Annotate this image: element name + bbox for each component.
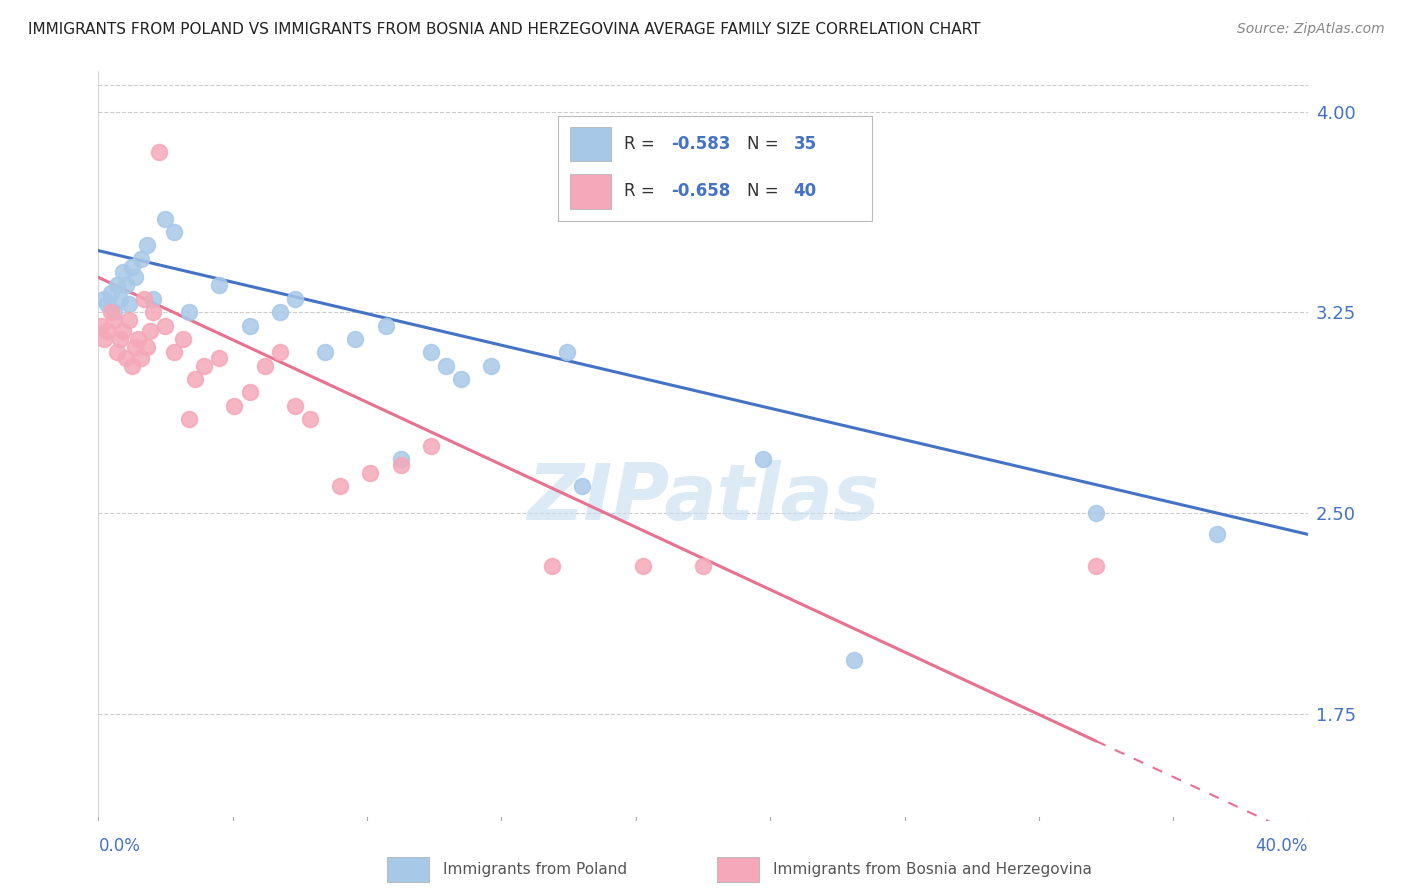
Point [153, 318, 176, 333]
FancyBboxPatch shape [717, 857, 759, 882]
Point [253, 359, 276, 373]
Point [752, 452, 775, 467]
Point [269, 305, 291, 319]
Point [389, 458, 412, 472]
Point [1206, 527, 1229, 541]
Point [450, 372, 472, 386]
Point [420, 345, 443, 359]
Point [540, 559, 562, 574]
Point [172, 332, 194, 346]
Point [555, 345, 578, 359]
Point [108, 292, 131, 306]
Point [239, 385, 262, 400]
Text: Immigrants from Poland: Immigrants from Poland [443, 863, 627, 877]
Point [121, 359, 143, 373]
Text: Immigrants from Bosnia and Herzegovina: Immigrants from Bosnia and Herzegovina [773, 863, 1092, 877]
Point [135, 340, 157, 354]
Point [103, 305, 125, 319]
Point [114, 351, 136, 365]
Point [153, 211, 176, 226]
Point [135, 238, 157, 252]
Point [93, 292, 115, 306]
Point [132, 292, 155, 306]
Point [434, 359, 457, 373]
Point [114, 278, 136, 293]
Point [121, 260, 143, 274]
Text: ZIPatlas: ZIPatlas [527, 460, 879, 536]
Point [571, 479, 593, 493]
Point [163, 225, 186, 239]
FancyBboxPatch shape [387, 857, 429, 882]
Point [208, 351, 231, 365]
Point [100, 286, 122, 301]
Point [1085, 559, 1108, 574]
Point [139, 324, 162, 338]
Point [284, 399, 307, 413]
Point [111, 324, 134, 338]
Point [692, 559, 714, 574]
Point [179, 412, 201, 426]
Point [142, 292, 165, 306]
Point [129, 252, 152, 266]
Point [108, 332, 131, 346]
Point [124, 340, 146, 354]
Text: IMMIGRANTS FROM POLAND VS IMMIGRANTS FROM BOSNIA AND HERZEGOVINA AVERAGE FAMILY : IMMIGRANTS FROM POLAND VS IMMIGRANTS FRO… [28, 22, 980, 37]
Point [105, 278, 128, 293]
Point [179, 305, 201, 319]
Point [208, 278, 231, 293]
Point [129, 351, 152, 365]
Point [93, 332, 115, 346]
Point [299, 412, 322, 426]
Point [103, 313, 125, 327]
Point [127, 332, 149, 346]
Point [374, 318, 396, 333]
Point [239, 318, 262, 333]
Text: 40.0%: 40.0% [1256, 837, 1308, 855]
Point [420, 439, 443, 453]
Point [360, 466, 382, 480]
Point [96, 324, 118, 338]
Point [184, 372, 207, 386]
Point [124, 270, 146, 285]
Point [314, 345, 336, 359]
Point [118, 297, 141, 311]
Point [118, 313, 141, 327]
Point [148, 145, 170, 159]
Point [105, 345, 128, 359]
Point [329, 479, 352, 493]
Point [111, 265, 134, 279]
Point [631, 559, 654, 574]
Point [224, 399, 246, 413]
Point [100, 305, 122, 319]
Point [344, 332, 367, 346]
Text: Source: ZipAtlas.com: Source: ZipAtlas.com [1237, 22, 1385, 37]
Point [481, 359, 503, 373]
Point [96, 297, 118, 311]
Point [284, 292, 307, 306]
Point [163, 345, 186, 359]
Point [844, 653, 866, 667]
Point [90, 318, 112, 333]
Point [193, 359, 215, 373]
Point [269, 345, 291, 359]
Text: 0.0%: 0.0% [98, 837, 141, 855]
Point [142, 305, 165, 319]
Point [1085, 506, 1108, 520]
Point [389, 452, 412, 467]
